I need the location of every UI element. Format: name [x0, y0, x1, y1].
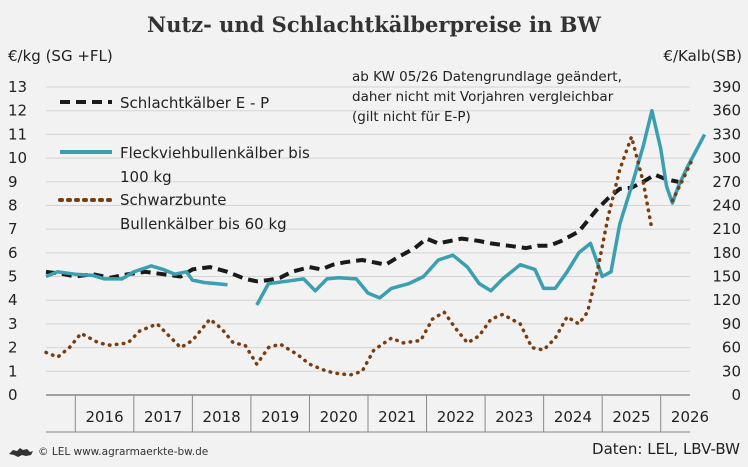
y-tick-left: 6 [8, 244, 18, 262]
x-tick-label: 2018 [203, 408, 241, 426]
right-axis-label: €/Kalb(SB) [663, 47, 742, 65]
y-tick-left: 1 [8, 362, 18, 380]
lion-logo-icon [9, 448, 33, 457]
y-tick-right: 270 [712, 173, 741, 191]
y-tick-right: 360 [712, 102, 741, 120]
legend-label-schwarzbunte-1: Schwarzbunte [120, 191, 226, 209]
y-tick-left: 11 [8, 125, 27, 143]
footer-source: Daten: LEL, LBV-BW [592, 440, 740, 458]
gridlines [46, 86, 690, 396]
y-tick-right: 300 [712, 149, 741, 167]
left-axis-label: €/kg (SG +FL) [8, 47, 113, 65]
series-lines [44, 108, 707, 377]
y-tick-left: 9 [8, 173, 18, 191]
y-tick-right: 390 [712, 78, 741, 96]
y-tick-right: 330 [712, 125, 741, 143]
y-tick-left: 12 [8, 102, 27, 120]
series-line-2 [44, 135, 695, 377]
y-tick-left: 3 [8, 315, 18, 333]
x-tick-label: 2017 [144, 408, 182, 426]
y-tick-left: 13 [8, 78, 27, 96]
x-tick-label: 2021 [378, 408, 416, 426]
y-tick-right: 120 [712, 291, 741, 309]
legend-label-schwarzbunte-2: Bullenkälber bis 60 kg [120, 215, 287, 233]
legend-label-fleckvieh-2: 100 kg [120, 168, 172, 186]
x-tick-label: 2025 [612, 408, 650, 426]
x-tick-label: 2019 [261, 408, 299, 426]
y-tick-left: 2 [8, 339, 18, 357]
y-tick-left: 4 [8, 291, 18, 309]
x-tick-label: 2024 [554, 408, 592, 426]
x-tick-label: 2026 [671, 408, 709, 426]
annotation-line-2: daher nicht mit Vorjahren vergleichbar [352, 89, 614, 105]
y-tick-left: 0 [8, 386, 18, 404]
right-y-ticks: 0 30 60 90 120 150 180 210 240 270 300 330 360 390 [712, 78, 741, 404]
legend: Schlachtkälber E - P Fleckviehbullenkälb… [58, 94, 310, 233]
x-tick-label: 2016 [85, 408, 123, 426]
y-tick-right: 180 [712, 244, 741, 262]
x-tick-label: 2020 [320, 408, 358, 426]
y-tick-right: 150 [712, 268, 741, 286]
annotation: ab KW 05/26 Datengrundlage geändert, dah… [352, 69, 622, 125]
series-line-0 [45, 172, 679, 284]
x-axis: 2016 2017 2018 2019 2020 2021 2022 2023 2024 2025… [46, 394, 709, 433]
y-tick-left: 5 [8, 268, 18, 286]
x-tick-label: 2023 [495, 408, 533, 426]
footer-left-text: © LEL www.agrarmaerkte-bw.de [38, 446, 209, 458]
series-line-1 [45, 108, 707, 306]
legend-label-e-p: Schlachtkälber E - P [120, 94, 269, 112]
annotation-line-1: ab KW 05/26 Datengrundlage geändert, [352, 69, 622, 85]
x-tick-label: 2022 [437, 408, 475, 426]
legend-label-fleckvieh-1: Fleckviehbullenkälber bis [120, 144, 310, 162]
y-tick-right: 240 [712, 196, 741, 214]
y-tick-right: 210 [712, 220, 741, 238]
y-tick-left: 7 [8, 220, 18, 238]
annotation-line-3: (gilt nicht für E-P) [352, 109, 471, 125]
y-tick-right: 0 [731, 386, 741, 404]
footer-copyright: © LEL www.agrarmaerkte-bw.de [8, 446, 208, 458]
y-tick-right: 60 [722, 339, 741, 357]
chart-title: Nutz- und Schlachtkälberpreise in BW [147, 12, 601, 37]
y-tick-left: 8 [8, 196, 18, 214]
y-tick-right: 30 [722, 362, 741, 380]
y-tick-left: 10 [8, 149, 27, 167]
y-tick-right: 90 [722, 315, 741, 333]
